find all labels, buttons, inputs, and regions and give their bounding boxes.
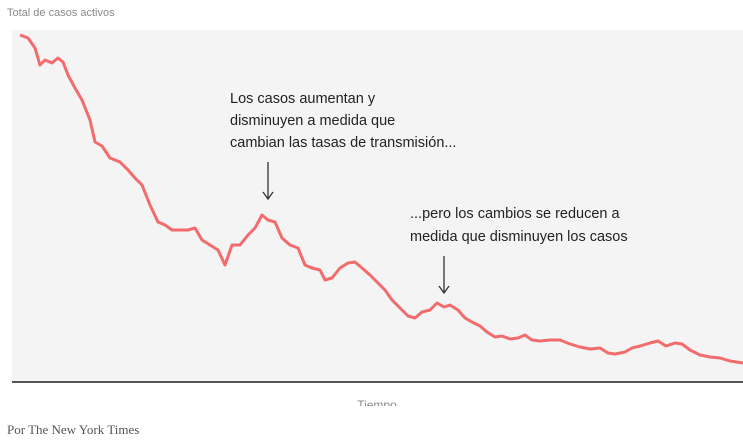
- x-label-group: Tiempo: [357, 398, 397, 412]
- annotation: medida que disminuyen los casos: [410, 229, 628, 245]
- arrow-head: [438, 285, 450, 295]
- annotation: Los casos aumentan y: [230, 91, 376, 107]
- source: Por The New York Times: [7, 422, 139, 437]
- annotation: ...pero los cambios se reducen a: [410, 206, 620, 222]
- arrow-head: [262, 191, 274, 201]
- plot-area: [12, 30, 743, 382]
- x-axis-label: Tiempo: [357, 398, 397, 412]
- annotation: disminuyen a medida que: [230, 113, 395, 129]
- data-line: [19, 33, 743, 365]
- annotation: cambian las tasas de transmisión...: [230, 135, 456, 151]
- y-axis-label: Total de casos activos: [7, 7, 115, 19]
